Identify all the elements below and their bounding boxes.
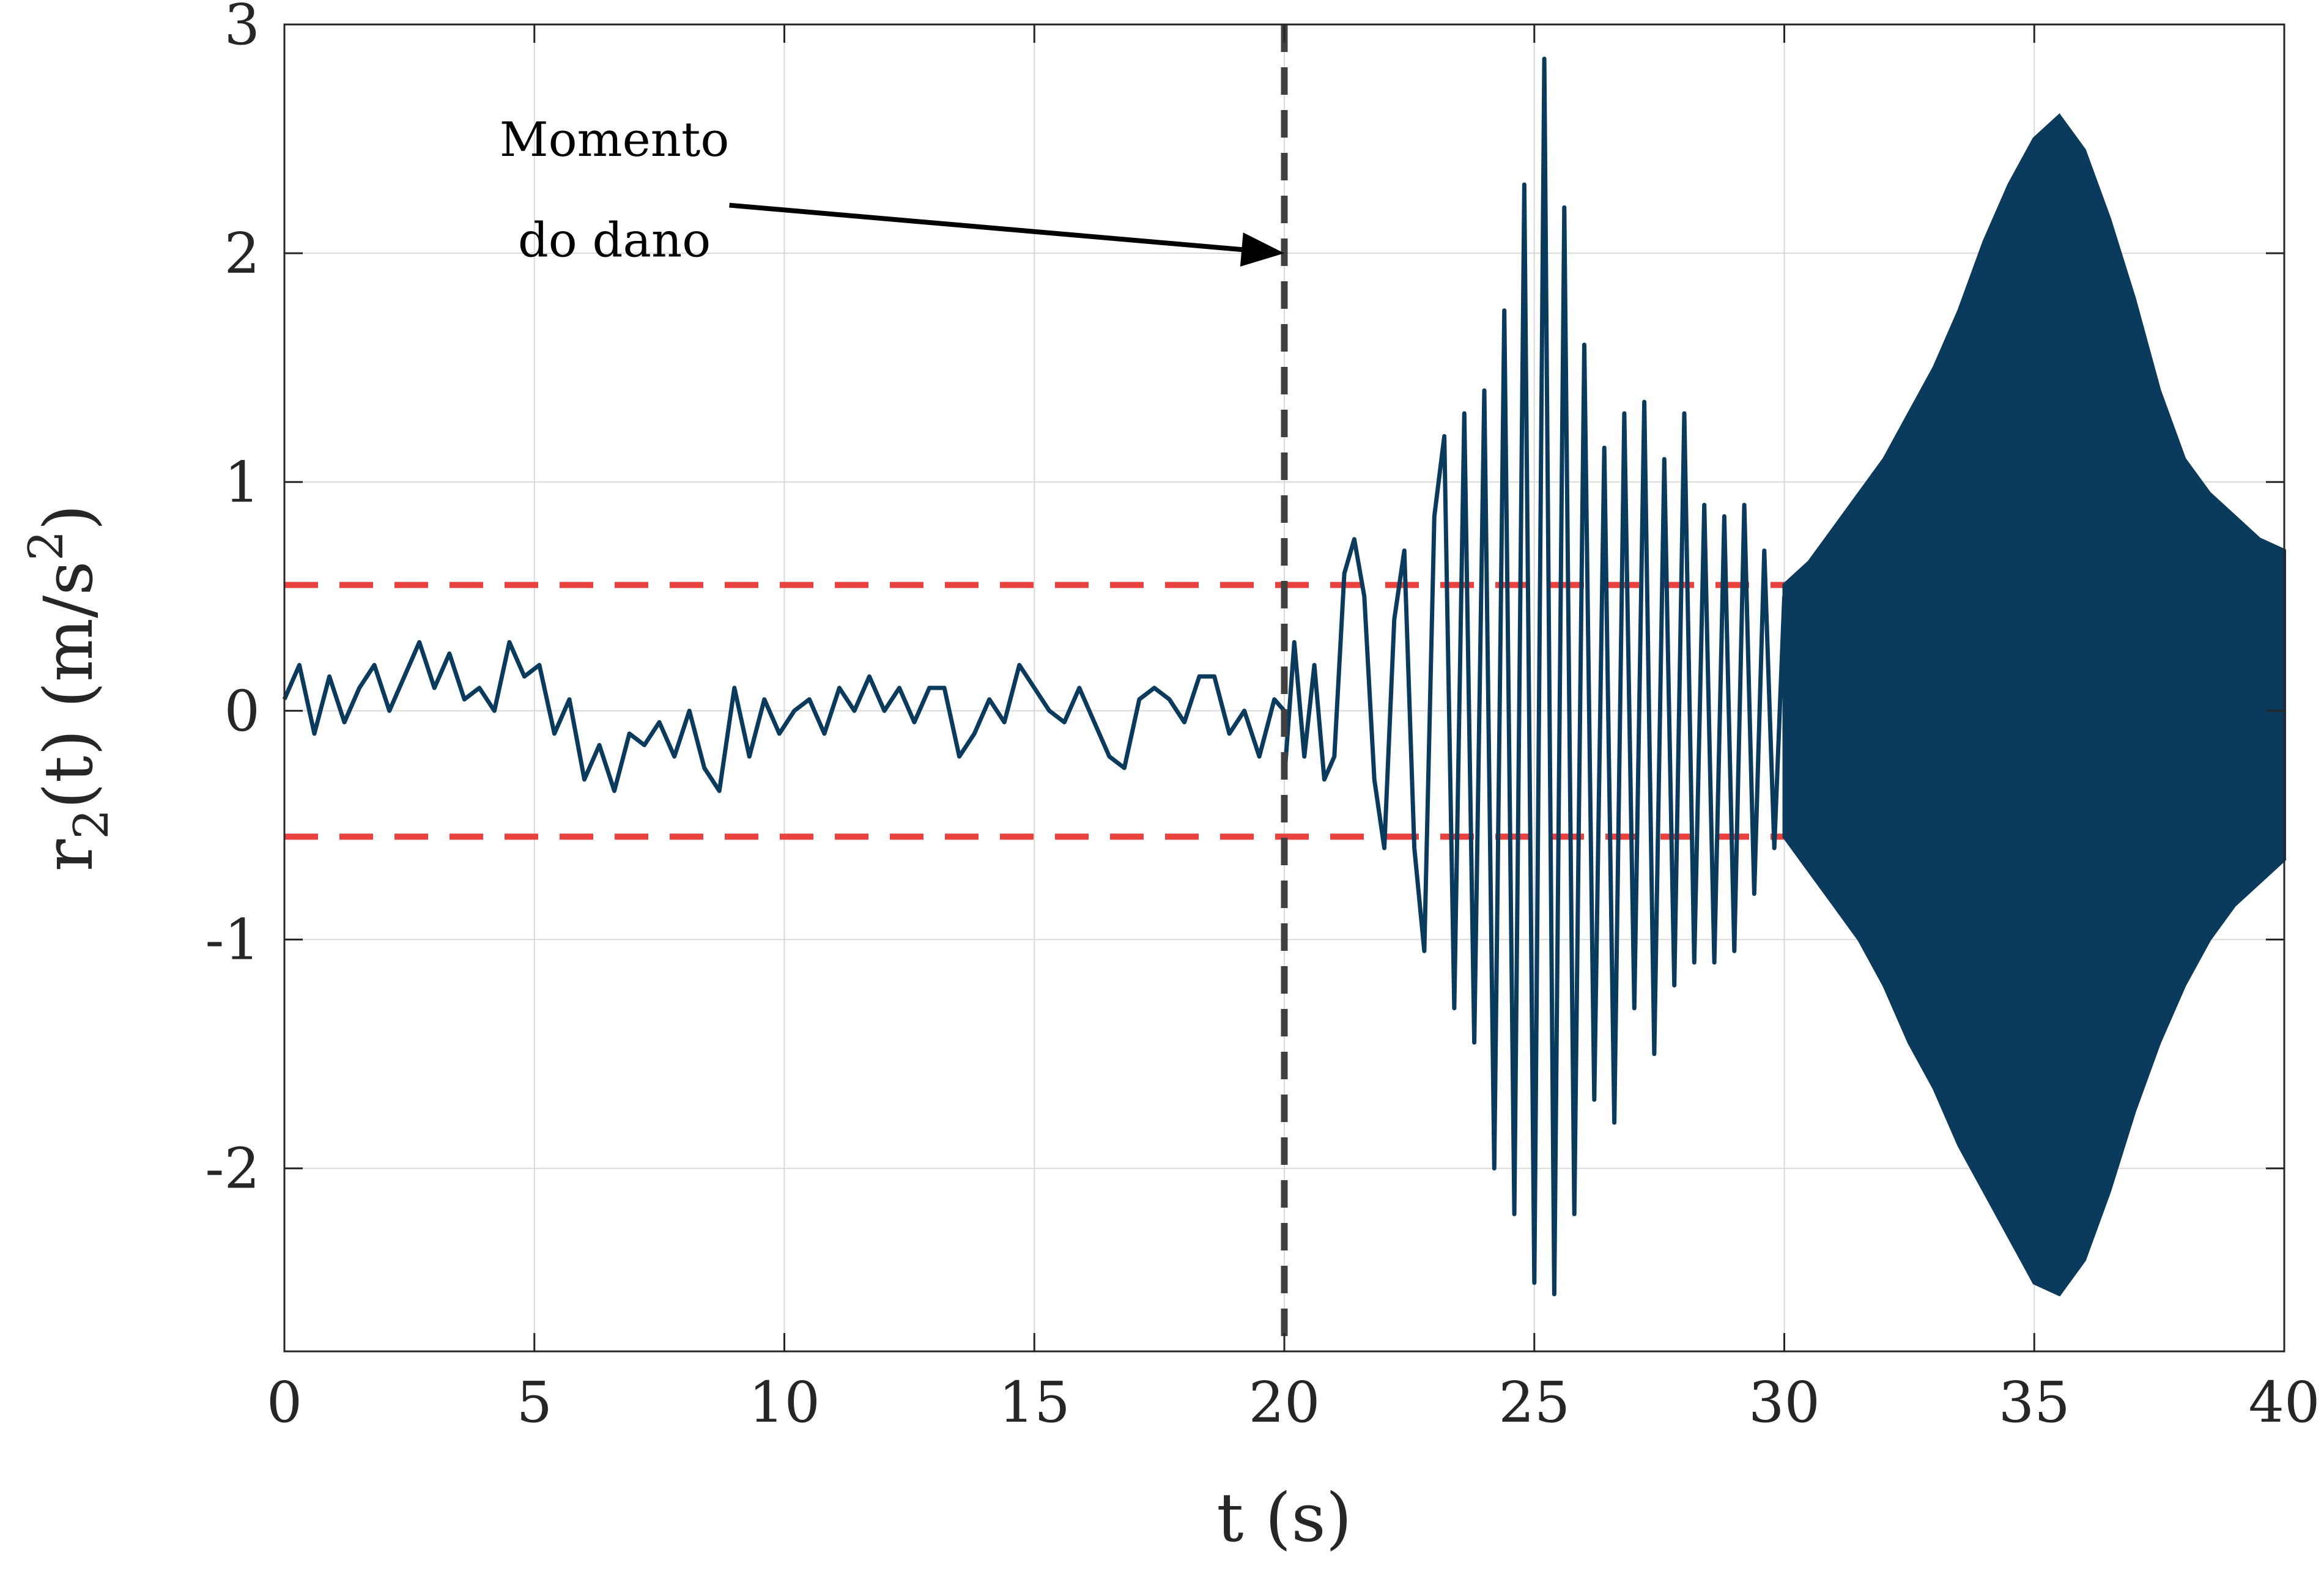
y-axis-label-mid: (t) (m/s — [29, 561, 108, 809]
tick-layer: 0 5 10 15 20 25 30 35 40 -2 -1 0 1 2 3 — [205, 0, 2320, 1435]
y-tick-label: 3 — [224, 0, 260, 57]
annotation-line-1: Momento — [500, 113, 730, 168]
y-axis-label-sub: 2 — [64, 809, 119, 840]
x-tick-label: 25 — [1498, 1370, 1570, 1435]
y-axis-label-sup: 2 — [19, 531, 74, 561]
signal-line — [1282, 56, 1786, 1296]
annotation-arrowhead — [1240, 232, 1284, 267]
signal-envelope — [1782, 113, 2286, 1297]
signal-layer — [282, 56, 2286, 1297]
annotation-arrow — [729, 202, 1242, 253]
y-axis-label-base: r — [29, 839, 108, 871]
y-axis-label-end: ) — [29, 504, 108, 531]
x-tick-label: 35 — [1999, 1370, 2070, 1435]
x-axis-label: t (s) — [1216, 1479, 1352, 1557]
x-tick-label: 10 — [749, 1370, 820, 1435]
annotation-layer: Momento do dano — [500, 113, 1284, 268]
x-tick-label: 5 — [516, 1370, 552, 1435]
y-tick-label: 1 — [224, 449, 260, 515]
y-tick-label: 0 — [224, 678, 260, 744]
y-tick-label: 2 — [224, 221, 260, 286]
y-tick-label: -1 — [205, 907, 260, 973]
signal-line — [282, 640, 1286, 793]
x-tick-label: 40 — [2248, 1370, 2320, 1435]
x-tick-label: 20 — [1248, 1370, 1320, 1435]
annotation-line-2: do dano — [518, 213, 711, 268]
x-tick-label: 0 — [267, 1370, 303, 1435]
y-tick-label: -2 — [205, 1136, 260, 1202]
x-tick-label: 15 — [999, 1370, 1070, 1435]
x-tick-label: 30 — [1749, 1370, 1820, 1435]
y-axis-label: r2(t) (m/s2) — [19, 504, 119, 872]
